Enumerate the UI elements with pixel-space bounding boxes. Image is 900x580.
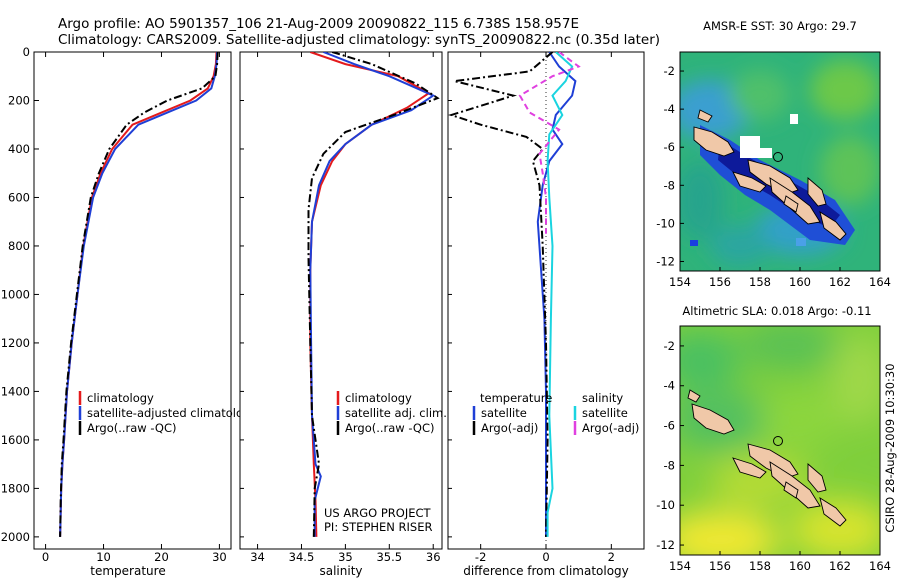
- salinity-legend: climatology satellite adj. clim. Argo(..…: [336, 391, 447, 435]
- argo-float-position-marker: [773, 436, 783, 446]
- x-tick-label: 34: [250, 550, 265, 564]
- sla-map-panel: Altimetric SLA: 0.018 Argo: -0.11: [656, 304, 891, 573]
- salinity-profile-panel: 34 34.5 35 35.5 36 salinity climatology sate…: [239, 51, 447, 578]
- map-x-tick-label: 164: [869, 275, 891, 289]
- sst-island-outlines: [693, 109, 847, 241]
- map-y-tick-label: -8: [664, 178, 675, 192]
- map-x-tick-label: 156: [709, 275, 731, 289]
- legend-label-climatology: climatology: [87, 391, 154, 405]
- difference-profile-panel: -2 0 2 difference from climatology tempera…: [447, 51, 645, 578]
- map-x-tick-label: 160: [789, 275, 811, 289]
- difference-xlabel: difference from climatology: [463, 564, 629, 578]
- map-y-tick-label: -6: [664, 419, 675, 433]
- y-tick-label: 1800: [1, 481, 30, 495]
- legend-label-temp-satellite: satellite: [481, 406, 527, 420]
- figure-title-line1: Argo profile: AO 5901357_106 21-Aug-2009…: [58, 16, 580, 32]
- x-tick-label: 35: [338, 550, 353, 564]
- x-tick-label: 36: [426, 550, 441, 564]
- y-tick-label: 1400: [1, 384, 30, 398]
- map-y-tick-label: -12: [656, 538, 675, 552]
- map-y-tick-label: -10: [656, 498, 675, 512]
- y-tick-label: 200: [8, 93, 30, 107]
- y-tick-label: 1600: [1, 433, 30, 447]
- sst-map-frame: [679, 51, 881, 272]
- map-x-tick-label: 162: [829, 559, 851, 573]
- sla-map-title: Altimetric SLA: 0.018 Argo: -0.11: [682, 304, 871, 318]
- x-tick-label: -2: [475, 550, 486, 564]
- series-line-argo-raw-qc-: [59, 52, 219, 537]
- series-line-temperature-satellite: [536, 52, 577, 537]
- y-tick-label: 400: [8, 142, 30, 156]
- map-y-tick-label: -6: [664, 140, 675, 154]
- x-tick-label: 0: [42, 550, 49, 564]
- x-tick-label: 0: [542, 550, 549, 564]
- x-tick-label: 10: [96, 550, 111, 564]
- y-tick-label: 0: [23, 45, 30, 59]
- map-y-tick-label: -2: [664, 64, 675, 78]
- legend-label-satellite-adj: satellite adj. clim.: [345, 406, 447, 420]
- salinity-xlabel: salinity: [319, 564, 362, 578]
- map-x-tick-label: 162: [829, 275, 851, 289]
- map-x-tick-label: 156: [709, 559, 731, 573]
- sst-field-texture: [680, 60, 880, 265]
- legend-label-temp-argo: Argo(-adj): [481, 421, 538, 435]
- series-line-temperature-argo-adj-: [448, 52, 554, 537]
- difference-legend: temperature satellite Argo(-adj) salinit…: [472, 391, 639, 435]
- legend-heading-salinity: salinity: [582, 391, 623, 405]
- map-x-tick-label: 160: [789, 559, 811, 573]
- y-tick-label: 1000: [1, 287, 30, 301]
- map-y-tick-label: -8: [664, 458, 675, 472]
- csiro-timestamp-label: CSIRO 28-Aug-2009 10:30:30: [883, 363, 897, 532]
- legend-label-sal-satellite: satellite: [582, 406, 628, 420]
- map-y-tick-label: -2: [664, 339, 675, 353]
- x-tick-label: 30: [212, 550, 227, 564]
- sst-map-title: AMSR-E SST: 30 Argo: 29.7: [703, 19, 857, 33]
- legend-label-argo: Argo(..raw -QC): [87, 421, 177, 435]
- map-x-tick-label: 158: [749, 275, 771, 289]
- temperature-legend: climatology satellite-adjusted climatolo…: [78, 391, 257, 435]
- argo-float-position-marker: [773, 152, 783, 162]
- y-tick-label: 2000: [1, 530, 30, 544]
- map-x-tick-label: 158: [749, 559, 771, 573]
- legend-label-satellite-adjusted: satellite-adjusted climatology: [87, 406, 257, 420]
- x-tick-label: 2: [608, 550, 615, 564]
- temperature-axes-box: [33, 51, 232, 550]
- map-y-tick-label: -12: [656, 254, 675, 268]
- map-y-tick-label: -4: [664, 379, 675, 393]
- project-annotation-line2: PI: STEPHEN RISER: [324, 520, 433, 534]
- legend-label-climatology: climatology: [345, 391, 412, 405]
- map-y-tick-label: -10: [656, 216, 675, 230]
- salinity-axes-box: [239, 51, 443, 550]
- temperature-xlabel: temperature: [90, 564, 165, 578]
- figure-title-line2: Climatology: CARS2009. Satellite-adjuste…: [58, 32, 661, 48]
- x-tick-label: 35.5: [376, 550, 402, 564]
- legend-label-argo: Argo(..raw -QC): [345, 421, 435, 435]
- temperature-profile-panel: 0 10 20 30 0 200 400 600 800 1000 1200 1400 1600 180…: [1, 45, 258, 578]
- x-tick-label: 20: [154, 550, 169, 564]
- legend-label-sal-argo: Argo(-adj): [582, 421, 639, 435]
- y-tick-label: 800: [8, 239, 30, 253]
- sla-island-outlines: [687, 389, 847, 527]
- map-x-tick-label: 154: [669, 275, 691, 289]
- y-tick-label: 600: [8, 190, 30, 204]
- map-y-tick-label: -4: [664, 102, 675, 116]
- sla-map-frame: [679, 325, 881, 556]
- map-x-tick-label: 154: [669, 559, 691, 573]
- series-line-argo-raw-qc-: [307, 52, 440, 537]
- x-tick-label: 34.5: [289, 550, 315, 564]
- legend-heading-temperature: temperature: [480, 391, 552, 405]
- project-annotation-line1: US ARGO PROJECT: [324, 506, 432, 520]
- map-x-tick-label: 164: [869, 559, 891, 573]
- series-line-salinity-satellite: [546, 52, 574, 537]
- y-tick-label: 1200: [1, 336, 30, 350]
- sst-map-panel: AMSR-E SST: 30 Argo: 29.7: [656, 19, 891, 289]
